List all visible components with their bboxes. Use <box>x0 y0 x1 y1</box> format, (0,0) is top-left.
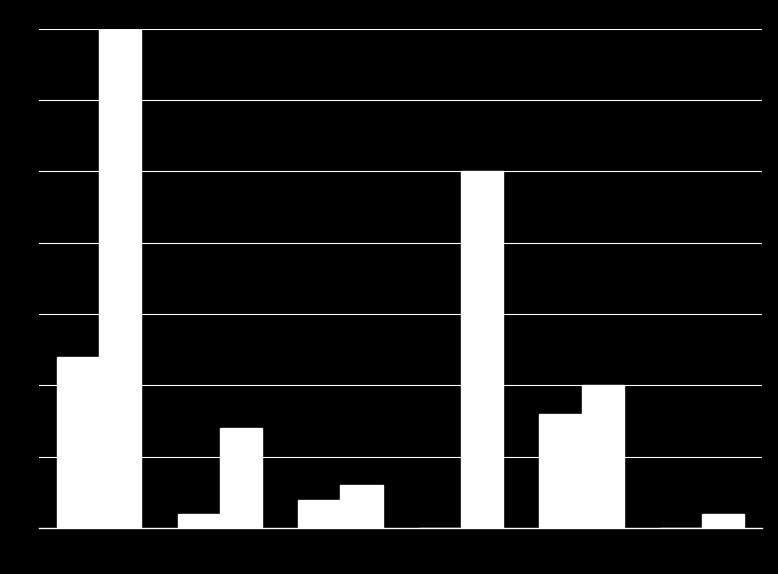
Bar <box>57 357 99 528</box>
Bar <box>99 29 142 528</box>
Bar <box>539 414 582 528</box>
Bar <box>340 485 383 528</box>
Bar <box>702 514 745 528</box>
Bar <box>177 514 219 528</box>
Bar <box>581 385 624 528</box>
Bar <box>461 172 503 528</box>
Bar <box>298 499 340 528</box>
Bar <box>219 428 262 528</box>
